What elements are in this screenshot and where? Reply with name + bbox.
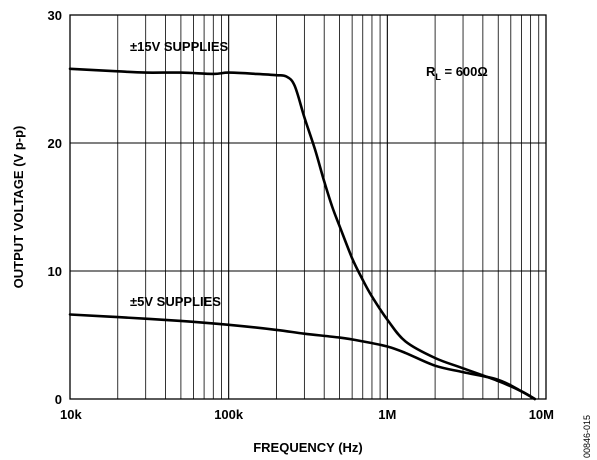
load-annotation-value: = 600Ω xyxy=(441,64,488,79)
x-tick-label: 10k xyxy=(60,407,82,422)
y-tick-label: 10 xyxy=(48,264,62,279)
x-tick-label: 10M xyxy=(529,407,554,422)
series-group xyxy=(70,69,535,399)
y-axis-label: OUTPUT VOLTAGE (V p-p) xyxy=(11,126,26,289)
series-label-5v: ±5V SUPPLIES xyxy=(130,294,221,309)
series-label-15v: ±15V SUPPLIES xyxy=(130,39,229,54)
series-line-5v xyxy=(70,315,535,400)
load-annotation: RL = 600Ω xyxy=(426,64,488,82)
y-tick-label: 20 xyxy=(48,136,62,151)
x-tick-label: 100k xyxy=(214,407,244,422)
y-tick-label: 0 xyxy=(55,392,62,407)
x-axis-label: FREQUENCY (Hz) xyxy=(253,440,363,455)
figure-id: 00846-015 xyxy=(582,415,592,458)
y-tick-label: 30 xyxy=(48,8,62,23)
x-tick-label: 1M xyxy=(378,407,396,422)
series-line-15v xyxy=(70,69,535,399)
